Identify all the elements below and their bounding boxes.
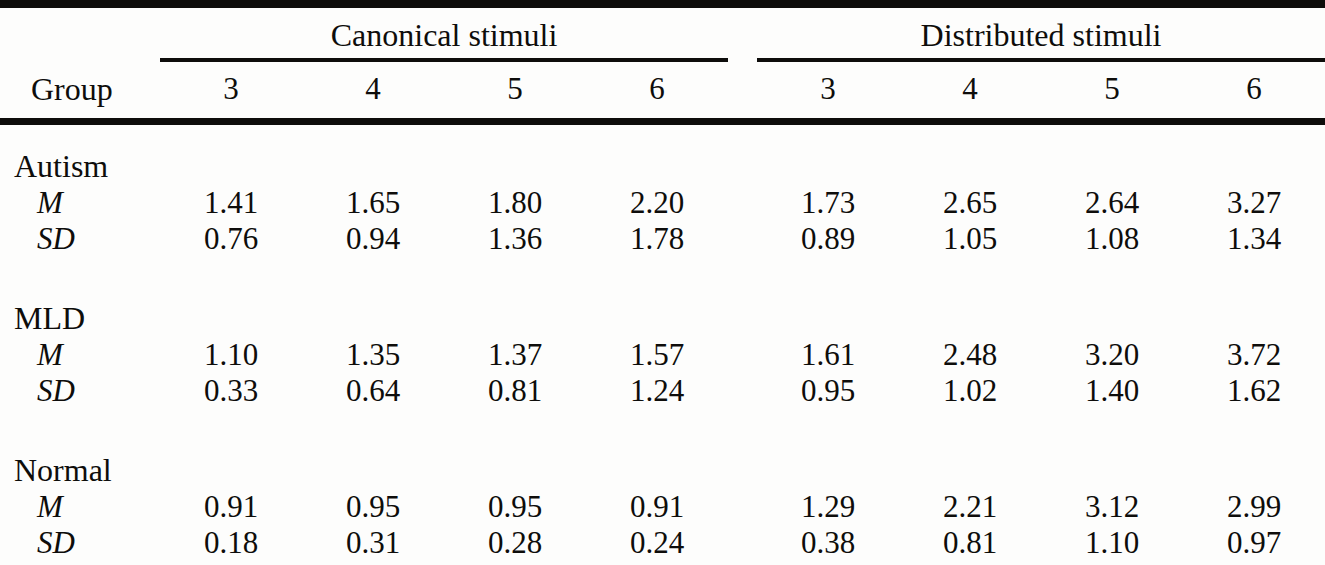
group-name-row: Autism bbox=[0, 122, 1325, 186]
value-cell: 1.57 bbox=[586, 337, 728, 373]
canonical-setsize-6-header: 6 bbox=[586, 60, 728, 122]
set-size-header-row: Group 3 4 5 6 3 4 5 6 bbox=[0, 60, 1325, 122]
table-row: M 1.41 1.65 1.80 2.20 1.73 2.65 2.64 3.2… bbox=[0, 185, 1325, 221]
column-gutter bbox=[728, 489, 757, 525]
column-gutter bbox=[728, 221, 757, 257]
value-cell: 1.02 bbox=[899, 373, 1041, 409]
value-cell: 1.80 bbox=[444, 185, 586, 221]
value-cell: 1.73 bbox=[757, 185, 899, 221]
column-gutter bbox=[728, 373, 757, 409]
value-cell: 1.40 bbox=[1041, 373, 1183, 409]
distributed-setsize-3-header: 3 bbox=[757, 60, 899, 122]
distributed-setsize-5-header: 5 bbox=[1041, 60, 1183, 122]
value-cell: 0.33 bbox=[160, 373, 302, 409]
value-cell: 0.28 bbox=[444, 525, 586, 565]
value-cell: 0.95 bbox=[757, 373, 899, 409]
value-cell: 3.12 bbox=[1041, 489, 1183, 525]
stat-label-mean: M bbox=[0, 337, 160, 373]
value-cell: 1.34 bbox=[1183, 221, 1325, 257]
column-gutter bbox=[728, 185, 757, 221]
value-cell: 0.76 bbox=[160, 221, 302, 257]
value-cell: 2.48 bbox=[899, 337, 1041, 373]
value-cell: 0.24 bbox=[586, 525, 728, 565]
value-cell: 1.61 bbox=[757, 337, 899, 373]
column-gutter bbox=[728, 337, 757, 373]
value-cell: 1.78 bbox=[586, 221, 728, 257]
canonical-stimuli-header: Canonical stimuli bbox=[160, 4, 728, 60]
value-cell: 1.41 bbox=[160, 185, 302, 221]
means-sd-table: Canonical stimuli Distributed stimuli Gr… bbox=[0, 0, 1325, 565]
stat-label-sd: SD bbox=[0, 525, 160, 565]
value-cell: 0.91 bbox=[160, 489, 302, 525]
scanned-paper-table-page: Canonical stimuli Distributed stimuli Gr… bbox=[0, 0, 1325, 565]
value-cell: 1.08 bbox=[1041, 221, 1183, 257]
value-cell: 1.10 bbox=[1041, 525, 1183, 565]
table-row: SD 0.33 0.64 0.81 1.24 0.95 1.02 1.40 1.… bbox=[0, 373, 1325, 409]
value-cell: 3.72 bbox=[1183, 337, 1325, 373]
table-row: SD 0.76 0.94 1.36 1.78 0.89 1.05 1.08 1.… bbox=[0, 221, 1325, 257]
value-cell: 0.18 bbox=[160, 525, 302, 565]
value-cell: 0.95 bbox=[444, 489, 586, 525]
table-row: SD 0.18 0.31 0.28 0.24 0.38 0.81 1.10 0.… bbox=[0, 525, 1325, 565]
stat-label-mean: M bbox=[0, 489, 160, 525]
group-name-mld: MLD bbox=[0, 257, 1325, 337]
table-row: M 0.91 0.95 0.95 0.91 1.29 2.21 3.12 2.9… bbox=[0, 489, 1325, 525]
table-row: M 1.10 1.35 1.37 1.57 1.61 2.48 3.20 3.7… bbox=[0, 337, 1325, 373]
value-cell: 0.91 bbox=[586, 489, 728, 525]
column-gutter bbox=[728, 525, 757, 565]
canonical-setsize-5-header: 5 bbox=[444, 60, 586, 122]
distributed-stimuli-header: Distributed stimuli bbox=[757, 4, 1325, 60]
value-cell: 0.81 bbox=[899, 525, 1041, 565]
value-cell: 3.27 bbox=[1183, 185, 1325, 221]
value-cell: 1.05 bbox=[899, 221, 1041, 257]
value-cell: 0.89 bbox=[757, 221, 899, 257]
value-cell: 1.37 bbox=[444, 337, 586, 373]
value-cell: 3.20 bbox=[1041, 337, 1183, 373]
group-column-header: Group bbox=[0, 60, 160, 122]
distributed-setsize-6-header: 6 bbox=[1183, 60, 1325, 122]
value-cell: 0.81 bbox=[444, 373, 586, 409]
corner-spacer bbox=[0, 4, 160, 60]
value-cell: 0.38 bbox=[757, 525, 899, 565]
value-cell: 2.64 bbox=[1041, 185, 1183, 221]
value-cell: 1.65 bbox=[302, 185, 444, 221]
value-cell: 1.29 bbox=[757, 489, 899, 525]
column-gutter bbox=[728, 4, 757, 60]
value-cell: 0.97 bbox=[1183, 525, 1325, 565]
value-cell: 2.20 bbox=[586, 185, 728, 221]
stat-label-sd: SD bbox=[0, 221, 160, 257]
value-cell: 2.99 bbox=[1183, 489, 1325, 525]
value-cell: 0.94 bbox=[302, 221, 444, 257]
group-name-row: MLD bbox=[0, 257, 1325, 337]
canonical-setsize-4-header: 4 bbox=[302, 60, 444, 122]
value-cell: 2.65 bbox=[899, 185, 1041, 221]
group-name-autism: Autism bbox=[0, 122, 1325, 186]
value-cell: 1.24 bbox=[586, 373, 728, 409]
value-cell: 0.95 bbox=[302, 489, 444, 525]
value-cell: 0.31 bbox=[302, 525, 444, 565]
canonical-setsize-3-header: 3 bbox=[160, 60, 302, 122]
distributed-setsize-4-header: 4 bbox=[899, 60, 1041, 122]
stat-label-sd: SD bbox=[0, 373, 160, 409]
value-cell: 1.35 bbox=[302, 337, 444, 373]
value-cell: 0.64 bbox=[302, 373, 444, 409]
group-name-row: Normal bbox=[0, 409, 1325, 489]
value-cell: 1.10 bbox=[160, 337, 302, 373]
value-cell: 1.62 bbox=[1183, 373, 1325, 409]
stimuli-span-header-row: Canonical stimuli Distributed stimuli bbox=[0, 4, 1325, 60]
stat-label-mean: M bbox=[0, 185, 160, 221]
value-cell: 2.21 bbox=[899, 489, 1041, 525]
group-name-normal: Normal bbox=[0, 409, 1325, 489]
column-gutter bbox=[728, 60, 757, 122]
value-cell: 1.36 bbox=[444, 221, 586, 257]
